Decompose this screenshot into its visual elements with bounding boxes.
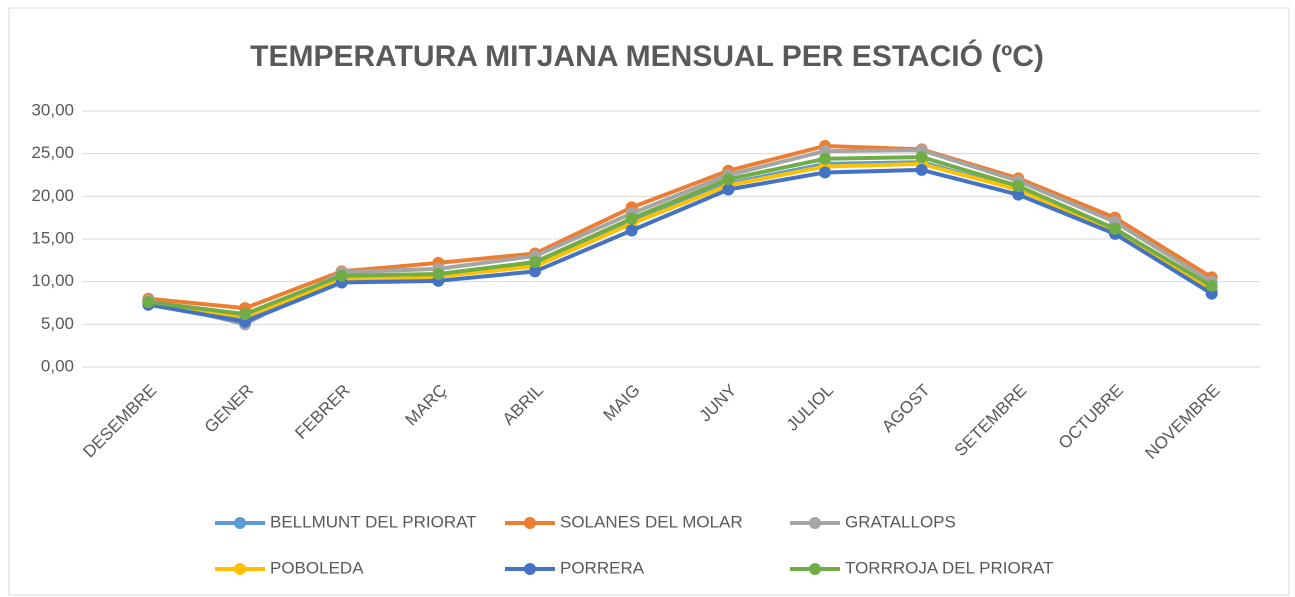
series-marker: [335, 269, 348, 282]
legend-marker: [809, 563, 821, 575]
series-marker: [625, 212, 638, 225]
series-marker: [625, 224, 638, 237]
series-marker: [1012, 180, 1025, 193]
series-marker: [819, 152, 831, 165]
y-tick-label: 30,00: [31, 100, 74, 119]
legend-marker: [524, 563, 536, 575]
legend-label: BELLMUNT DEL PRIORAT: [270, 512, 477, 531]
series-marker: [239, 308, 251, 321]
series-marker: [529, 256, 541, 269]
y-tick-label: 25,00: [31, 143, 74, 162]
y-tick-label: 0,00: [41, 356, 74, 375]
chart-title: TEMPERATURA MITJANA MENSUAL PER ESTACIÓ …: [250, 39, 1044, 73]
series-marker: [722, 173, 735, 186]
series-marker: [1109, 222, 1121, 235]
series-marker: [529, 265, 541, 278]
chart-border: [8, 7, 1290, 596]
series-marker: [432, 267, 445, 280]
series-marker: [1205, 279, 1218, 292]
legend-label: PORRERA: [560, 558, 645, 577]
legend-label: GRATALLOPS: [845, 512, 956, 531]
series-line: [148, 143, 1213, 311]
legend-label: SOLANES DEL MOLAR: [560, 512, 743, 531]
series-marker: [915, 151, 928, 164]
y-tick-label: 10,00: [31, 271, 74, 290]
legend-label: POBOLEDA: [270, 558, 364, 577]
legend-marker: [809, 517, 821, 529]
series-line: [148, 155, 1213, 317]
y-tick-label: 15,00: [31, 228, 74, 247]
y-tick-label: 5,00: [41, 314, 74, 333]
series-line: [148, 161, 1213, 319]
legend-marker: [524, 517, 536, 529]
series-marker: [819, 166, 831, 179]
y-tick-label: 20,00: [31, 186, 74, 205]
series-marker: [915, 163, 928, 176]
legend-label: TORRROJA DEL PRIORAT: [845, 558, 1053, 577]
legend-marker: [234, 563, 246, 575]
series-marker: [722, 183, 735, 196]
series-marker: [1012, 188, 1025, 201]
series-line: [147, 167, 1213, 324]
series-marker: [142, 296, 155, 309]
legend-marker: [234, 517, 246, 529]
